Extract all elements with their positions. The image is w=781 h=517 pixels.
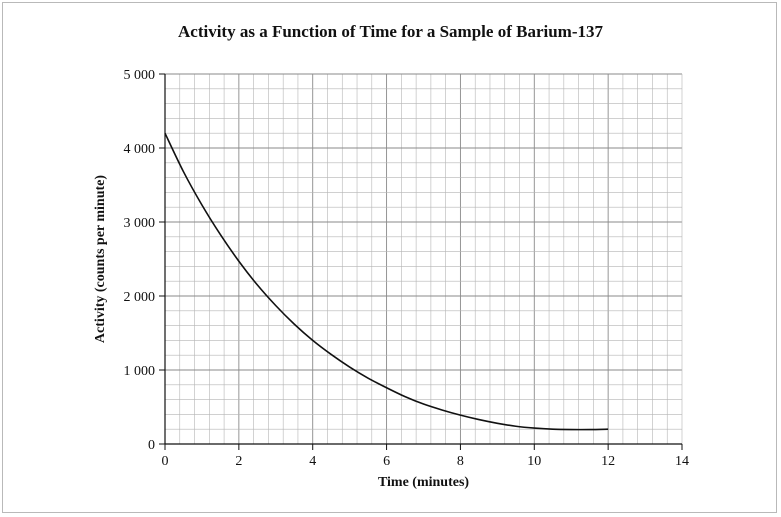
y-tick-label: 4 000 (124, 142, 156, 157)
x-tick-label: 12 (601, 454, 615, 469)
x-tick-label: 10 (527, 454, 541, 469)
x-axis-label: Time (minutes) (378, 475, 469, 490)
y-tick-label: 3 000 (124, 216, 156, 231)
axes (159, 73, 683, 450)
y-axis-label: Activity (counts per minute) (93, 175, 108, 343)
y-tick-label: 2 000 (124, 290, 156, 305)
grid (165, 73, 683, 444)
x-tick-label: 4 (309, 454, 316, 469)
series-line (164, 132, 609, 431)
x-tick-label: 6 (383, 454, 390, 469)
y-tick-label: 5 000 (124, 68, 156, 83)
y-tick-label: 1 000 (124, 364, 156, 379)
chart-title: Activity as a Function of Time for a Sam… (178, 22, 603, 41)
tick-labels: 0 2 4 6 8 10 12 14 0 1 000 2 000 3 000 4 000 5 000 (124, 68, 690, 469)
x-tick-label: 8 (457, 454, 464, 469)
x-tick-label: 0 (162, 454, 169, 469)
series-group (164, 132, 609, 431)
y-tick-label: 0 (148, 438, 155, 453)
x-tick-label: 14 (675, 454, 689, 469)
x-tick-label: 2 (235, 454, 242, 469)
